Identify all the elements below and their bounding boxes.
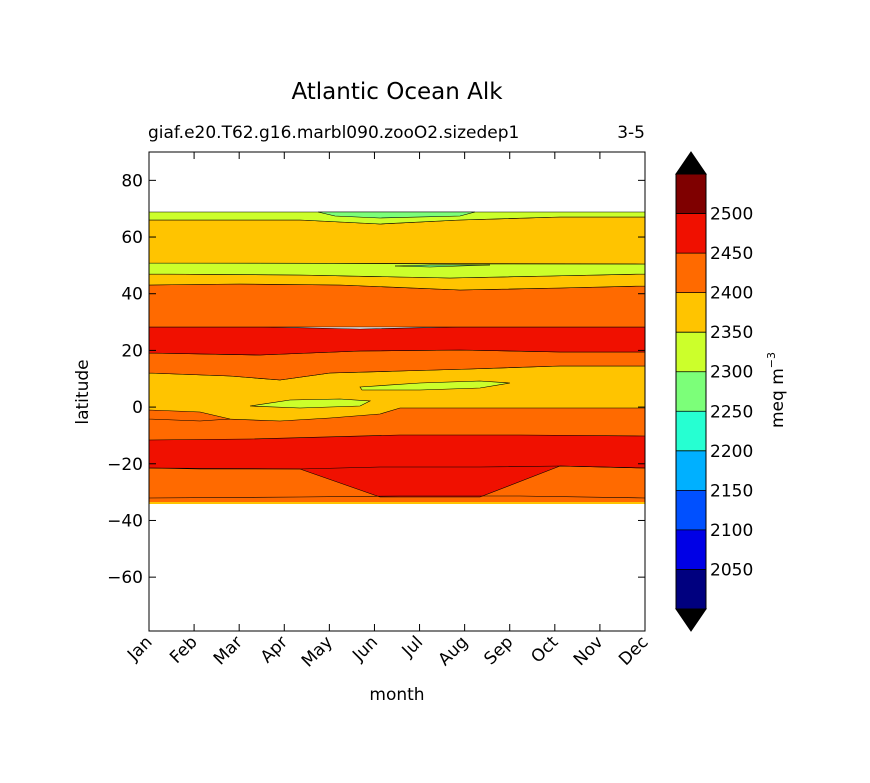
x-tick-label: Nov [570, 632, 608, 670]
contour-band-north-red [149, 326, 645, 356]
contour-band-highlat-green [149, 211, 645, 225]
x-tick-label: Oct [527, 632, 562, 667]
colorbar-tick-label: 2050 [710, 560, 753, 580]
chart-title: Atlantic Ocean Alk [291, 79, 503, 105]
colorbar-segment [676, 450, 706, 491]
contour-band-south-edge [149, 502, 645, 504]
colorbar-label: meq m−3 [765, 352, 788, 428]
plot-frame [148, 151, 646, 632]
colorbar-segment [676, 174, 706, 214]
y-tick-label: −40 [107, 511, 143, 531]
x-tick-label: Dec [615, 632, 652, 669]
x-tick-label: Jan [123, 632, 156, 665]
y-tick-label: −20 [107, 455, 143, 475]
y-tick-label: 0 [132, 398, 143, 418]
colorbar-segment [676, 569, 706, 609]
y-tick-label: 40 [121, 285, 143, 305]
contour-fill-area [149, 152, 645, 631]
colorbar-segment [676, 213, 706, 254]
colorbar-under-arrow [675, 608, 707, 632]
y-tick-label: 60 [121, 228, 143, 248]
colorbar-tick-label: 2250 [710, 402, 753, 422]
colorbar-over-arrow [675, 151, 707, 175]
colorbar-tick-label: 2450 [710, 244, 753, 264]
contour-band-highlat-yellow [149, 216, 645, 265]
contour-patch-light-green [394, 264, 491, 268]
x-axis-label: month [369, 685, 424, 705]
contour-band-north-orange [149, 283, 645, 328]
colorbar-tick-label: 2150 [710, 481, 753, 501]
y-axis: 80 60 40 20 0 −20 −40 −60 [107, 171, 645, 588]
x-tick-label: Aug [435, 632, 473, 670]
colorbar-tick-label: 2400 [710, 284, 753, 304]
x-tick-label: Jun [348, 632, 382, 666]
chart-subtitle-left: giaf.e20.T62.g16.marbl090.zooO2.sizedep1 [148, 123, 519, 143]
x-tick-label: Mar [210, 632, 247, 669]
x-tick-label: Apr [257, 632, 292, 667]
colorbar-segment [676, 332, 706, 372]
colorbar: 2050 2100 2150 2200 2250 2300 2350 2400 2450 2500 [675, 151, 753, 632]
colorbar-segment [676, 490, 706, 530]
x-tick-label: Sep [480, 632, 517, 669]
colorbar-tick-label: 2500 [710, 205, 753, 225]
contour-streak-green-south [249, 398, 372, 409]
y-tick-label: −60 [107, 568, 143, 588]
contour-line [149, 495, 645, 499]
y-tick-label: 80 [121, 171, 143, 191]
colorbar-segment [676, 253, 706, 293]
y-tick-label: 20 [121, 341, 143, 361]
colorbar-tick-label: 2300 [710, 363, 753, 383]
colorbar-tick-label: 2100 [710, 521, 753, 541]
x-tick-label: May [298, 632, 337, 671]
colorbar-frame [675, 173, 707, 610]
colorbar-tick-label: 2350 [710, 323, 753, 343]
chart-subtitle-right: 3-5 [617, 123, 645, 143]
contour-line [149, 465, 645, 470]
colorbar-segment [676, 411, 706, 451]
contour-patch-highlat-green [317, 211, 476, 219]
x-tick-label: Jul [398, 632, 427, 661]
colorbar-segment [676, 529, 706, 570]
y-axis-label: latitude [73, 359, 93, 424]
colorbar-segment [676, 371, 706, 412]
contour-streak-green-north [359, 380, 511, 391]
colorbar-segment [676, 292, 706, 333]
colorbar-tick-label: 2200 [710, 442, 753, 462]
contour-patch-orange [149, 409, 231, 422]
x-tick-label: Feb [166, 632, 201, 667]
